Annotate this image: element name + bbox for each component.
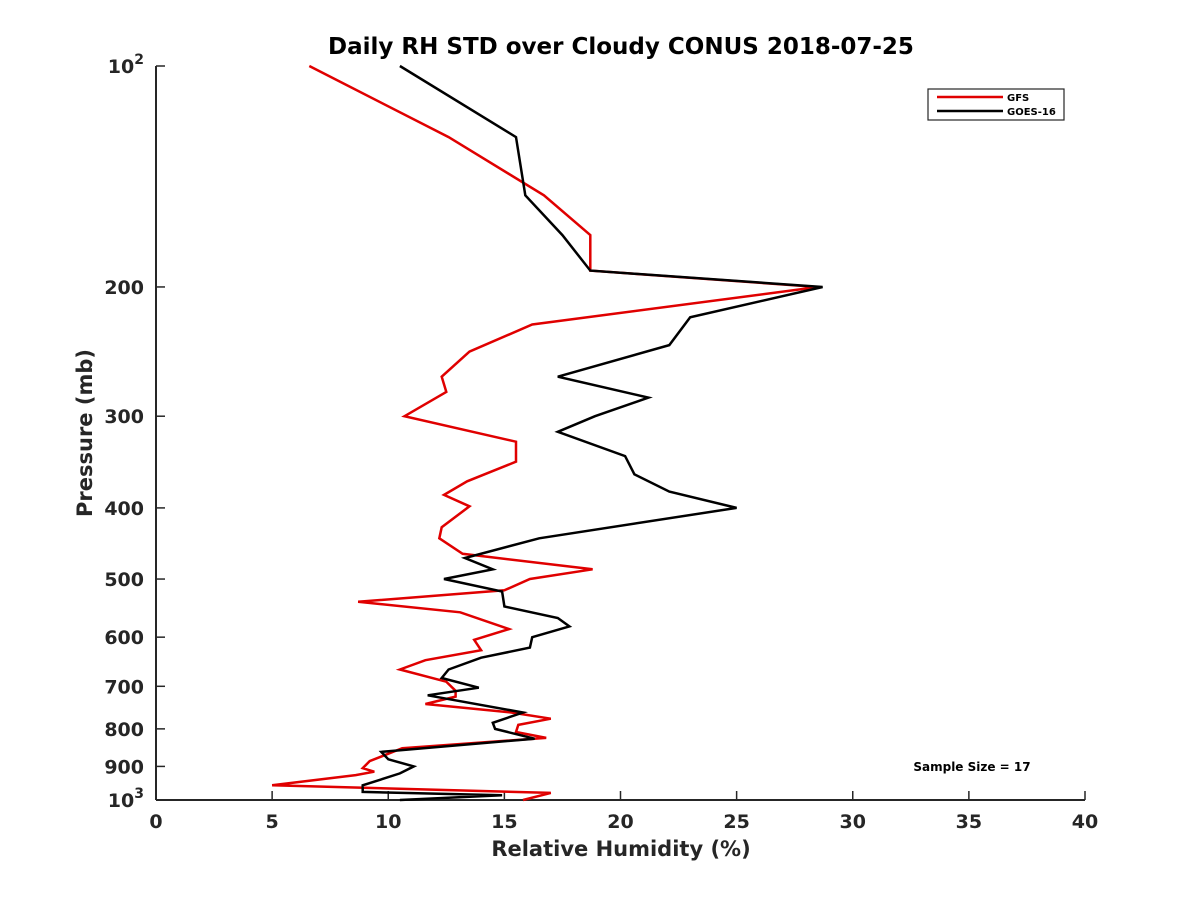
legend-label-gfs: GFS xyxy=(1007,93,1029,104)
y-tick-label: 103 xyxy=(108,786,144,812)
y-tick-label: 700 xyxy=(104,676,144,698)
legend-box xyxy=(927,88,1065,121)
y-tick-label: 300 xyxy=(104,406,144,428)
series-line-gfs xyxy=(271,64,819,802)
legend-label-goes16: GOES-16 xyxy=(1007,107,1056,118)
y-tick-label: 600 xyxy=(104,627,144,649)
series-line-goes16 xyxy=(361,64,823,802)
x-tick-label: 10 xyxy=(375,811,401,833)
x-axis-label: Relative Humidity (%) xyxy=(491,837,750,861)
chart-title: Daily RH STD over Cloudy CONUS 2018-07-2… xyxy=(328,34,914,60)
x-tick-label: 5 xyxy=(266,811,279,833)
y-tick-label: 900 xyxy=(104,756,144,778)
x-tick-label: 15 xyxy=(491,811,517,833)
x-tick-label: 40 xyxy=(1072,811,1098,833)
series-lines xyxy=(271,64,823,802)
y-tick-label: 800 xyxy=(104,719,144,741)
y-tick-label: 200 xyxy=(104,277,144,299)
sample-size-annotation: Sample Size = 17 xyxy=(913,760,1030,774)
x-tick-label: 30 xyxy=(840,811,866,833)
y-axis-label: Pressure (mb) xyxy=(73,349,97,517)
y-tick-label: 400 xyxy=(104,498,144,520)
x-tick-label: 35 xyxy=(956,811,982,833)
x-tick-label: 25 xyxy=(723,811,749,833)
x-axis-ticks: 0 5 10 15 20 25 30 35 40 xyxy=(149,791,1098,833)
legend: GFS GOES-16 xyxy=(927,88,1065,121)
plot-area: 0 5 10 15 20 25 30 35 40 102 200 300 400 500 600 700 80… xyxy=(104,52,1098,833)
y-tick-label: 102 xyxy=(108,52,144,78)
y-tick-label: 500 xyxy=(104,569,144,591)
x-tick-label: 20 xyxy=(607,811,633,833)
x-tick-label: 0 xyxy=(149,811,162,833)
y-axis-ticks: 102 200 300 400 500 600 700 800 900 103 xyxy=(104,52,165,812)
